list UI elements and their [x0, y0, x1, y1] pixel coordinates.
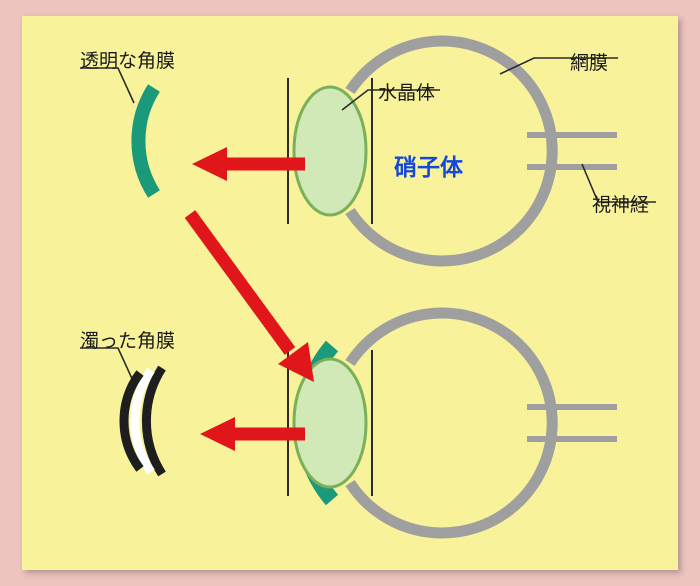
label-retina: 網膜 — [570, 48, 608, 75]
eye-bottom-rear-gap — [528, 410, 529, 436]
eye-top-rear-gap — [528, 138, 529, 164]
label-transparent-cornea: 透明な角膜 — [80, 46, 175, 73]
label-cloudy-cornea: 濁った角膜 — [80, 326, 175, 353]
arrow-transplant — [190, 214, 314, 382]
diagram-svg — [22, 16, 678, 570]
cornea-transparent — [138, 88, 154, 194]
eye-bottom-lens — [294, 359, 366, 487]
diagram-frame: 透明な角膜 濁った角膜 網膜 水晶体 硝子体 視神経 — [22, 16, 678, 570]
eye-top-lens — [294, 87, 366, 215]
label-optic-nerve: 視神経 — [592, 190, 649, 217]
eye-bottom — [288, 313, 617, 533]
label-vitreous: 硝子体 — [394, 148, 463, 182]
label-lens: 水晶体 — [378, 78, 435, 105]
leader-transparent-cornea — [80, 68, 134, 103]
arrow-remove-bottom — [200, 417, 305, 451]
leader-cloudy-cornea — [80, 348, 134, 383]
cornea-cloudy — [124, 368, 162, 474]
